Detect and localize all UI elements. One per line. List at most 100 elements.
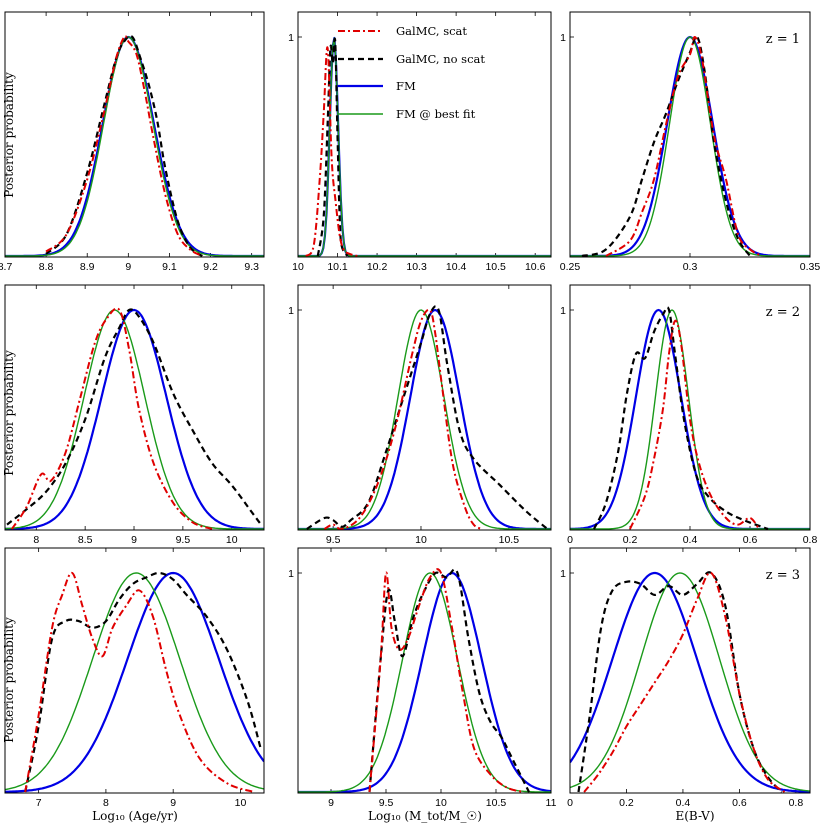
panel-frame	[4, 11, 265, 258]
series-galmc-noscat	[368, 568, 530, 793]
series-galmc-scat	[583, 571, 786, 793]
x-tick-label: 9.5	[326, 534, 341, 546]
x-tick-label: 10.2	[367, 261, 388, 273]
x-tick-label: 10.6	[525, 261, 546, 273]
x-tick-label: 9	[131, 534, 137, 546]
curves	[5, 307, 264, 530]
curves	[570, 35, 810, 257]
panel-frame	[569, 547, 811, 794]
x-tick-label: 10.4	[446, 261, 467, 273]
series-fm-best	[570, 36, 810, 257]
x-tick-label: 9.5	[379, 797, 394, 809]
x-tick-label: 0.2	[619, 797, 634, 809]
series-galmc-noscat	[316, 37, 349, 257]
ylabel-row-3: Posterior probability	[2, 617, 16, 743]
x-tick-label: 0.4	[683, 534, 698, 546]
series-fm-best	[570, 309, 810, 530]
x-tick-label: 0	[567, 797, 573, 809]
series-galmc-noscat	[306, 305, 549, 530]
panel-r3-c1: 7 8 9 10	[4, 547, 265, 809]
x-tick-label: 0.25	[560, 261, 581, 273]
x-tick-label: 8	[103, 797, 109, 809]
x-tick-label: 8.9	[80, 261, 95, 273]
legend-label-galmc-noscat: GalMC, no scat	[396, 52, 485, 66]
redshift-label: z = 1	[766, 32, 800, 47]
panel-frame	[297, 11, 552, 258]
x-tick-label: 8	[33, 534, 39, 546]
curves	[5, 571, 264, 793]
series-fm	[5, 35, 264, 257]
panel-frame	[569, 11, 811, 258]
redshift-label: z = 3	[766, 568, 800, 583]
x-tick-label: 10	[235, 797, 247, 809]
x-tick-label: 9.2	[203, 261, 218, 273]
x-tick-label: 8.8	[39, 261, 54, 273]
series-galmc-noscat	[24, 571, 262, 793]
x-tick-label: 0.6	[743, 534, 758, 546]
series-fm-best	[5, 309, 264, 530]
panel-frame	[4, 284, 265, 531]
ylabel-row-2: Posterior probability	[2, 350, 16, 476]
x-tick-label: 0	[567, 534, 573, 546]
y-tick-label-one: 1	[288, 568, 294, 580]
series-galmc-scat	[323, 308, 483, 530]
redshift-label: z = 2	[766, 305, 800, 320]
x-tick-label: 10.1	[327, 261, 348, 273]
series-fm	[570, 571, 810, 793]
curves	[5, 34, 264, 257]
x-tick-label: 10	[292, 261, 304, 273]
x-tick-label: 10.5	[485, 261, 506, 273]
x-tick-label: 9.1	[162, 261, 177, 273]
x-tick-label: 10.5	[486, 797, 507, 809]
series-galmc-scat	[605, 35, 763, 257]
series-galmc-scat	[10, 307, 213, 530]
x-tick-label: 0.4	[676, 797, 691, 809]
curves	[570, 571, 810, 793]
xlabel-age: Log₁₀ (Age/yr)	[92, 809, 178, 823]
x-tick-label: 0.6	[732, 797, 747, 809]
x-tick-label: 8.7	[0, 261, 12, 273]
curves	[298, 36, 551, 257]
series-galmc-scat	[305, 46, 358, 257]
y-tick-label-one: 1	[288, 32, 294, 44]
series-fm-best	[298, 309, 551, 530]
series-fm	[298, 571, 551, 793]
series-fm	[5, 308, 264, 530]
curves	[298, 305, 551, 530]
panel-r2-c3: 0 0.2 0.4 0.6 0.8 1 z = 2	[560, 284, 817, 546]
series-galmc-noscat	[6, 308, 262, 526]
x-tick-label: 0.2	[623, 534, 638, 546]
series-fm-best	[298, 572, 551, 793]
panel-frame	[297, 547, 552, 794]
x-axis-labels: Log₁₀ (Age/yr) Log₁₀ (M_tot/M_☉) E(B-V)	[92, 809, 714, 823]
series-galmc-scat	[629, 319, 760, 530]
x-tick-label: 7	[36, 797, 42, 809]
series-fm	[570, 35, 810, 257]
legend-label-galmc-scat: GalMC, scat	[396, 24, 467, 38]
x-tick-label: 10	[415, 534, 427, 546]
panel-frame	[4, 547, 265, 794]
x-tick-label: 0.3	[683, 261, 698, 273]
series-fm-best	[5, 36, 264, 257]
series-fm	[298, 309, 551, 530]
curves	[570, 306, 810, 530]
legend-label-fm-best: FM @ best fit	[396, 107, 476, 121]
y-tick-label-one: 1	[560, 32, 566, 44]
panel-r3-c3: 0 0.2 0.4 0.6 0.8 1 z = 3	[560, 547, 811, 809]
y-tick-label-one: 1	[560, 305, 566, 317]
x-tick-label: 10	[226, 534, 238, 546]
x-tick-label: 10.5	[499, 534, 520, 546]
xlabel-mass: Log₁₀ (M_tot/M_☉)	[368, 809, 482, 823]
x-tick-label: 9.5	[176, 534, 191, 546]
panel-frame	[569, 284, 811, 531]
panel-r2-c1: 8 8.5 9 9.5 10	[4, 284, 265, 546]
x-tick-label: 0.8	[789, 797, 804, 809]
series-galmc-scat	[24, 571, 255, 793]
x-tick-label: 9	[125, 261, 131, 273]
curves	[298, 568, 551, 793]
series-galmc-scat	[45, 35, 203, 257]
x-tick-label: 9	[170, 797, 176, 809]
legend-label-fm: FM	[396, 79, 416, 93]
panel-r1-c2: 10 10.1 10.2 10.3 10.4 10.5 10.61 GalMC, scatGa…	[288, 11, 552, 273]
